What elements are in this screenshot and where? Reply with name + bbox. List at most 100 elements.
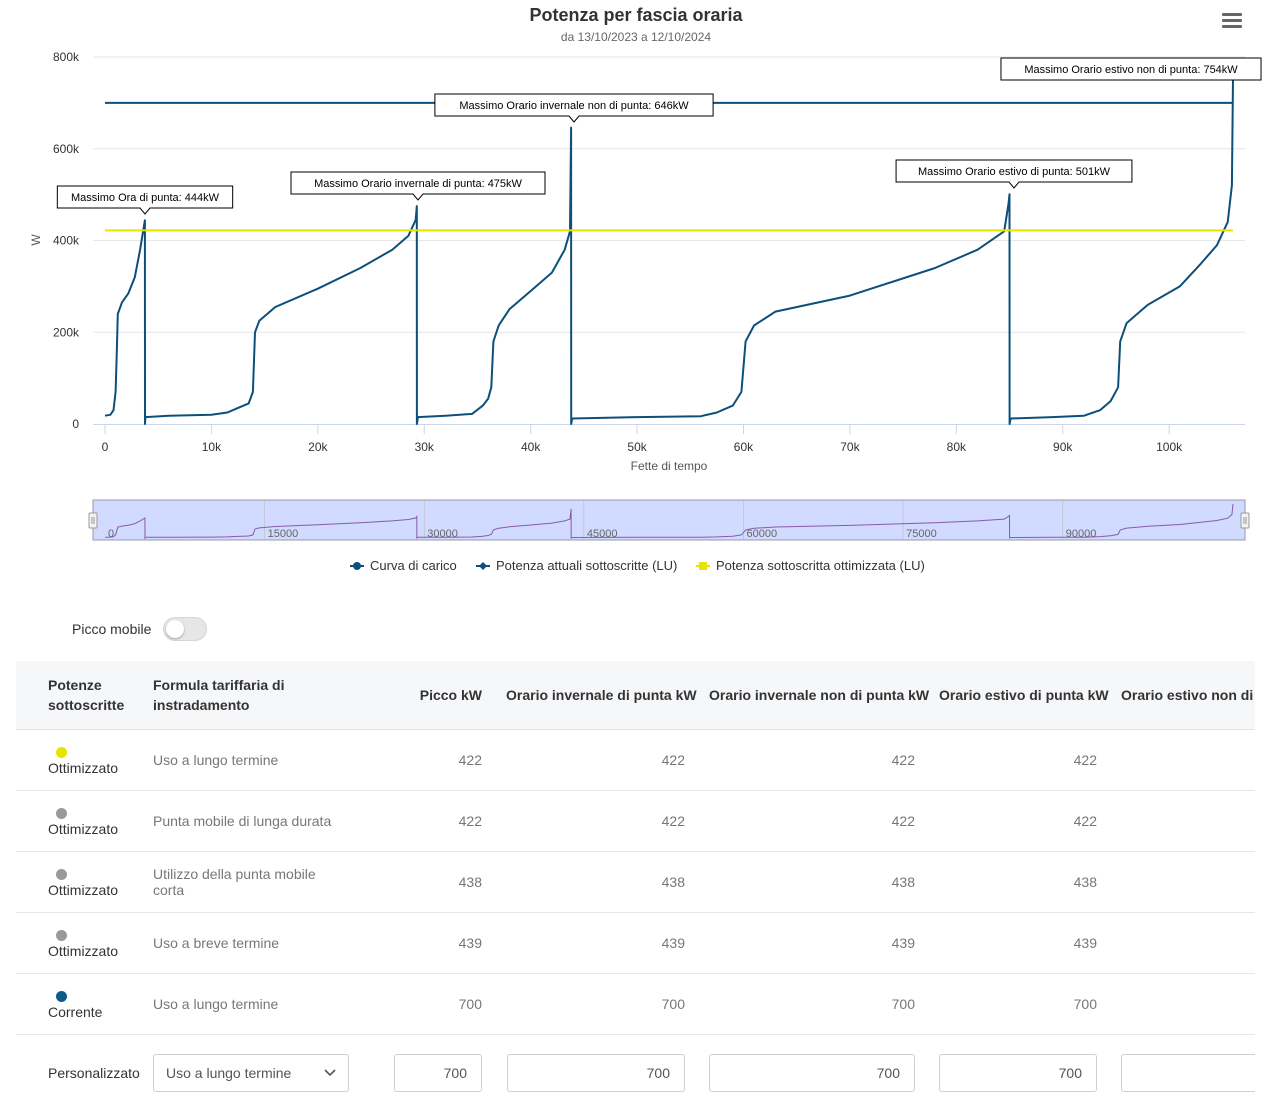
x-tick-label: 70k xyxy=(840,440,860,454)
picco-input[interactable] xyxy=(394,1054,482,1092)
annotation-label: Massimo Orario estivo non di punta: 754k… xyxy=(1024,64,1238,76)
chart-container: Potenza per fascia oraria da 13/10/2023 a… xyxy=(29,5,1262,573)
y-tick-label: 0 xyxy=(72,417,79,431)
picco-mobile-toggle[interactable] xyxy=(163,617,208,641)
subscribed-power-table-container[interactable]: Potenze sottoscritte Formula tariffaria … xyxy=(16,661,1255,1100)
row-inv-punta: 439 xyxy=(494,912,697,974)
est-punta-input[interactable] xyxy=(939,1054,1097,1092)
navigator-label: 0 xyxy=(108,528,114,540)
x-tick-label: 0 xyxy=(102,440,109,454)
picco-input-cell xyxy=(361,1035,494,1100)
legend-item[interactable]: Curva di carico xyxy=(350,558,457,573)
x-tick-label: 100k xyxy=(1156,440,1183,454)
table-row: Corrente Uso a lungo termine 700 700 700 700 xyxy=(16,973,1255,1035)
est-non-punta-input-cell xyxy=(1109,1035,1255,1100)
row-status-label: Ottimizzato xyxy=(48,882,119,898)
row-formula: Utilizzo della punta mobile corta xyxy=(141,851,361,913)
row-formula: Punta mobile di lunga durata xyxy=(141,790,361,852)
row-inv-punta: 422 xyxy=(494,729,697,791)
annotation-label: Massimo Orario estivo di punta: 501kW xyxy=(918,166,1111,178)
handle-body xyxy=(1240,512,1250,529)
inv-non-punta-input-cell xyxy=(697,1035,927,1100)
row-formula: Uso a lungo termine xyxy=(141,729,361,791)
subscribed-power-table: Potenze sottoscritte Formula tariffaria … xyxy=(16,661,1255,1100)
row-est-punta: 438 xyxy=(927,851,1109,913)
est-punta-input-cell xyxy=(927,1035,1109,1100)
formula-select-value: Uso a lungo termine xyxy=(166,1065,292,1081)
header-inv-punta: Orario invernale di punta kW xyxy=(494,661,697,730)
row-inv-non-punta: 422 xyxy=(697,729,927,791)
header-inv-non-punta: Orario invernale non di punta kW xyxy=(697,661,929,730)
legend-label: Potenza attuali sottoscritte (LU) xyxy=(496,558,677,573)
legend-label: Curva di carico xyxy=(370,558,457,573)
legend-marker-icon xyxy=(353,562,361,570)
row-formula: Uso a breve termine xyxy=(141,912,361,974)
custom-row: Personalizzato Uso a lungo termine xyxy=(16,1035,1255,1100)
row-inv-punta: 700 xyxy=(494,973,697,1035)
row-inv-non-punta: 438 xyxy=(697,851,927,913)
table-row: Ottimizzato Uso a breve termine 439 439 439 4… xyxy=(16,912,1255,974)
legend-item[interactable]: Potenza sottoscritta ottimizzata (LU) xyxy=(696,558,925,573)
row-status-label: Corrente xyxy=(48,1004,103,1020)
row-picco: 422 xyxy=(361,790,494,852)
row-picco: 439 xyxy=(361,912,494,974)
row-est-punta: 439 xyxy=(927,912,1109,974)
y-tick-label: 600k xyxy=(53,142,80,156)
peak-annotation: Massimo Orario estivo di punta: 501kW xyxy=(895,159,1133,189)
peak-annotation: Massimo Orario estivo non di punta: 754k… xyxy=(1000,57,1262,81)
legend-marker-icon xyxy=(699,562,707,570)
navigator-mask xyxy=(92,499,1246,541)
inv-punta-input-cell xyxy=(494,1035,697,1100)
formula-select[interactable]: Uso a lungo termine xyxy=(153,1054,349,1092)
row-inv-punta: 438 xyxy=(494,851,697,913)
header-est-non-punta: Orario estivo non di punta kW xyxy=(1109,661,1255,730)
row-est-non-punta xyxy=(1109,790,1255,852)
row-est-punta: 700 xyxy=(927,973,1109,1035)
header-est-punta: Orario estivo di punta kW xyxy=(927,661,1109,730)
y-axis-title: W xyxy=(29,234,43,246)
range-navigator: 0 15000 30000 45000 60000 75000 90000 xyxy=(88,499,1250,541)
navigator-label: 75000 xyxy=(906,528,937,540)
row-est-non-punta xyxy=(1109,729,1255,791)
row-inv-non-punta: 422 xyxy=(697,790,927,852)
annotation-label: Massimo Orario invernale di punta: 475kW xyxy=(314,178,522,190)
peak-annotation: Massimo Ora di punta: 444kW xyxy=(56,185,234,215)
row-status-cell: Ottimizzato xyxy=(16,912,141,974)
peak-annotation: Massimo Orario invernale di punta: 475kW xyxy=(290,171,546,201)
row-est-punta: 422 xyxy=(927,729,1109,791)
row-inv-punta: 422 xyxy=(494,790,697,852)
row-est-non-punta xyxy=(1109,973,1255,1035)
table-row: Ottimizzato Utilizzo della punta mobile c… xyxy=(16,851,1255,913)
row-picco: 700 xyxy=(361,973,494,1035)
annotation-label: Massimo Ora di punta: 444kW xyxy=(71,192,220,204)
table-header-row: Potenze sottoscritte Formula tariffaria … xyxy=(16,661,1255,730)
annotation-box xyxy=(895,159,1133,189)
navigator-right-handle[interactable] xyxy=(1240,512,1250,529)
x-tick-label: 40k xyxy=(521,440,541,454)
annotation-box xyxy=(434,93,714,123)
x-axis-title: Fette di tempo xyxy=(631,459,708,473)
peak-annotation: Massimo Orario invernale non di punta: 6… xyxy=(434,93,714,123)
row-formula: Uso a lungo termine xyxy=(141,973,361,1035)
hamburger-menu-icon[interactable] xyxy=(1220,10,1244,32)
inv-punta-input[interactable] xyxy=(507,1054,685,1092)
chart-title: Potenza per fascia oraria xyxy=(529,5,743,25)
row-status-label: Ottimizzato xyxy=(48,943,119,959)
row-status-label: Ottimizzato xyxy=(48,760,119,776)
header-formula: Formula tariffaria di instradamento xyxy=(141,661,361,730)
inv-non-punta-input[interactable] xyxy=(709,1054,915,1092)
navigator-left-handle[interactable] xyxy=(88,512,98,529)
legend-marker-icon xyxy=(479,562,487,570)
row-picco: 422 xyxy=(361,729,494,791)
status-dot-icon xyxy=(56,869,67,880)
legend-item[interactable]: Potenza attuali sottoscritte (LU) xyxy=(476,558,677,573)
row-inv-non-punta: 700 xyxy=(697,973,927,1035)
header-picco: Picco kW xyxy=(361,661,494,730)
est-non-punta-input[interactable] xyxy=(1121,1054,1255,1092)
row-inv-non-punta: 439 xyxy=(697,912,927,974)
status-dot-icon xyxy=(56,991,67,1002)
status-dot-icon xyxy=(56,930,67,941)
navigator-label: 15000 xyxy=(268,528,299,540)
y-tick-label: 800k xyxy=(53,50,80,64)
x-tick-label: 90k xyxy=(1053,440,1073,454)
